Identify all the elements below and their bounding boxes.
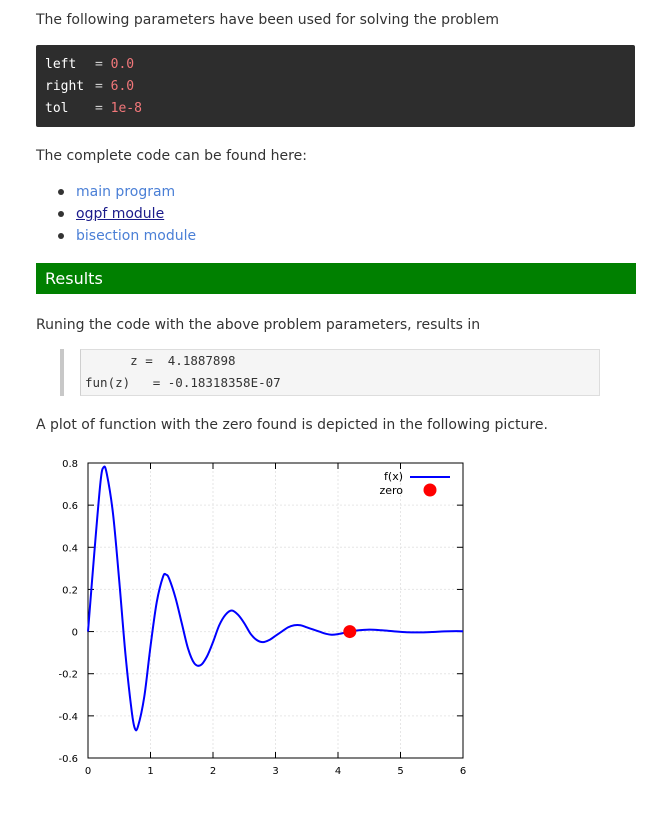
output-line-fun: fun(z) = -0.18318358E-07 <box>85 375 281 390</box>
y-tick-label: -0.4 <box>58 712 78 723</box>
y-tick-label: 0 <box>72 628 78 639</box>
code-links-list: main program ogpf module bisection modul… <box>58 181 196 247</box>
zero-point-marker <box>343 625 357 639</box>
y-tick-label: 0.6 <box>62 501 78 512</box>
x-tick-label: 0 <box>85 766 91 777</box>
code-line-tol: tol = 1e-8 <box>45 98 635 120</box>
param-name: tol <box>45 101 69 116</box>
parameters-code-block: left = 0.0 right = 6.0 tol = 1e-8 <box>36 45 635 127</box>
param-value: 1e-8 <box>110 101 142 116</box>
y-tick-label: -0.6 <box>58 754 78 765</box>
list-item: main program <box>58 181 196 203</box>
intro-text: The following parameters have been used … <box>36 12 500 28</box>
param-name: right <box>45 79 85 94</box>
x-tick-label: 2 <box>210 766 216 777</box>
param-equals: = <box>95 79 111 94</box>
series-line-fx <box>87 465 464 732</box>
y-tick-label: 0.2 <box>62 585 78 596</box>
link-main-program[interactable]: main program <box>76 184 176 200</box>
function-plot: 0 1 2 3 4 5 6 0.8 0.6 0.4 0.2 0 -0.2 -0.4 -0.6 f(x) ze… <box>58 459 466 777</box>
results-heading: Results <box>36 263 636 294</box>
bullet-icon <box>58 211 64 217</box>
legend: f(x) zero <box>379 470 450 497</box>
link-bisection-module[interactable]: bisection module <box>76 228 197 244</box>
y-tick-label: 0.4 <box>62 543 78 554</box>
code-line-left: left = 0.0 <box>45 54 635 76</box>
x-tick-label: 3 <box>272 766 278 777</box>
code-location-text: The complete code can be found here: <box>36 148 307 164</box>
x-tick-label: 5 <box>397 766 403 777</box>
list-item: ogpf module <box>58 203 196 225</box>
x-tick-label: 6 <box>460 766 466 777</box>
legend-label-fx: f(x) <box>384 470 403 483</box>
results-text: Runing the code with the above problem p… <box>36 317 481 333</box>
x-tick-label: 1 <box>147 766 153 777</box>
grid <box>87 462 464 759</box>
param-equals: = <box>95 101 111 116</box>
y-tick-label: 0.8 <box>62 459 78 470</box>
y-tick-label: -0.2 <box>58 670 78 681</box>
bullet-icon <box>58 233 64 239</box>
code-line-right: right = 6.0 <box>45 76 635 98</box>
param-name: left <box>45 57 77 72</box>
param-value: 6.0 <box>110 79 135 94</box>
legend-label-zero: zero <box>379 484 403 497</box>
axis-ticks: 0 1 2 3 4 5 6 0.8 0.6 0.4 0.2 0 -0.2 -0.4 -0.6 <box>58 459 466 777</box>
param-value: 0.0 <box>110 57 135 72</box>
output-text: z = 4.1887898 fun(z) = -0.18318358E-07 <box>80 349 600 396</box>
output-block: z = 4.1887898 fun(z) = -0.18318358E-07 <box>60 349 600 396</box>
list-item: bisection module <box>58 225 196 247</box>
x-tick-label: 4 <box>335 766 341 777</box>
output-line-z: z = 4.1887898 <box>85 353 236 368</box>
link-ogpf-module[interactable]: ogpf module <box>76 206 165 222</box>
bullet-icon <box>58 189 64 195</box>
legend-marker-zero <box>423 483 437 497</box>
plot-caption: A plot of function with the zero found i… <box>36 417 548 433</box>
param-equals: = <box>95 57 111 72</box>
